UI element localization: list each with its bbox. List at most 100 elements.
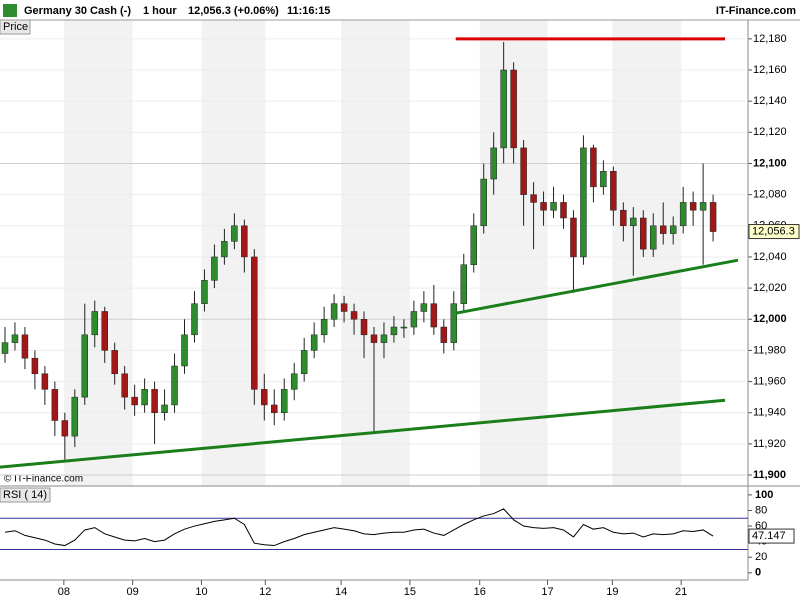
instrument: Germany 30 Cash (-) xyxy=(24,5,131,17)
candle-body xyxy=(630,217,637,227)
day-band xyxy=(341,20,410,486)
candle-body xyxy=(101,311,108,351)
candle-body xyxy=(390,326,398,336)
candle-body xyxy=(430,303,438,328)
y-tick-label: 11,980 xyxy=(753,344,786,356)
candle-body xyxy=(659,225,667,234)
x-tick-label: 14 xyxy=(335,586,347,598)
candle-body xyxy=(271,404,278,413)
trend-line xyxy=(0,398,726,469)
y-tick-label: 0 xyxy=(755,567,761,579)
candle-body xyxy=(669,225,677,234)
copyright: © IT-Finance.com xyxy=(4,474,83,485)
candle-body xyxy=(400,326,408,329)
candle-body xyxy=(699,202,707,211)
candle-body xyxy=(191,303,198,336)
x-tick-label: 08 xyxy=(58,586,70,598)
candle-body xyxy=(640,217,647,250)
y-tick-label: 11,960 xyxy=(753,375,786,387)
candle-body xyxy=(480,178,487,227)
y-tick-label: 12,140 xyxy=(753,95,787,107)
day-band xyxy=(201,20,266,486)
candle-body xyxy=(61,420,69,437)
x-tick-label: 10 xyxy=(195,586,207,598)
candle-body xyxy=(51,389,59,421)
candle-body xyxy=(251,256,258,390)
y-tick-label: 80 xyxy=(755,504,767,516)
rsi-tab[interactable] xyxy=(0,487,51,503)
x-tick-label: 12 xyxy=(259,586,271,598)
candle-body xyxy=(31,357,39,375)
candle-body xyxy=(550,202,557,211)
day-band xyxy=(612,20,682,486)
price-tab[interactable] xyxy=(0,19,31,35)
candle-body xyxy=(1,342,9,354)
candle-body xyxy=(221,241,228,258)
y-tick-label: 12,000 xyxy=(753,313,787,325)
candle-body xyxy=(590,147,597,188)
x-tick-label: 21 xyxy=(675,586,687,598)
trend-line xyxy=(455,258,739,315)
brand: IT-Finance.com xyxy=(716,5,796,17)
quote: 12,056.3 (+0.06%) xyxy=(188,5,279,17)
candle-body xyxy=(650,225,657,250)
last-price-label: 12,056.3 xyxy=(752,225,795,237)
price-tab-label: Price xyxy=(3,21,28,33)
candle-body xyxy=(500,69,507,149)
y-tick-label: 20 xyxy=(755,551,767,563)
candle-body xyxy=(440,326,448,343)
x-tick-label: 15 xyxy=(404,586,416,598)
y-tick-label: 12,040 xyxy=(753,251,787,263)
candle-body xyxy=(410,311,418,328)
candle-body xyxy=(231,225,238,242)
candle-body xyxy=(490,147,497,180)
candle-body xyxy=(470,225,477,265)
candle-body xyxy=(560,202,567,219)
candle-body xyxy=(171,365,178,406)
candle-body xyxy=(570,217,577,258)
y-tick-label: 12,080 xyxy=(753,189,787,201)
candle-body xyxy=(450,303,458,343)
x-tick-label: 17 xyxy=(541,586,553,598)
candle-body xyxy=(131,396,138,406)
y-tick-label: 12,160 xyxy=(753,64,787,76)
timeframe: 1 hour xyxy=(143,5,177,17)
rsi-title: RSI ( 14) xyxy=(3,489,47,501)
y-tick-label: 12,120 xyxy=(753,126,787,138)
x-tick-label: 09 xyxy=(127,586,139,598)
candle-body xyxy=(540,202,547,211)
y-tick-label: 11,940 xyxy=(753,407,786,419)
candle-body xyxy=(280,389,288,413)
header-bar xyxy=(0,0,800,20)
y-tick-label: 12,180 xyxy=(753,33,787,45)
candle-body xyxy=(620,209,627,227)
candle-body xyxy=(510,69,517,149)
candle-body xyxy=(161,404,168,413)
candle-body xyxy=(370,334,378,343)
candle-body xyxy=(151,389,158,413)
candle-body xyxy=(340,303,348,312)
candle-body xyxy=(241,225,248,258)
logo-icon xyxy=(3,4,17,17)
candle-body xyxy=(330,303,338,320)
candle-body xyxy=(600,171,607,188)
candle-body xyxy=(111,350,118,375)
candle-body xyxy=(300,350,308,375)
y-tick-label: 100 xyxy=(755,489,773,501)
candle-body xyxy=(610,171,617,211)
candle-body xyxy=(460,264,468,304)
candle-body xyxy=(261,389,268,406)
y-tick-label: 12,020 xyxy=(753,282,787,294)
candle-body xyxy=(121,373,128,398)
x-tick-label: 16 xyxy=(474,586,486,598)
candle-body xyxy=(310,334,318,351)
y-tick-label: 12,100 xyxy=(753,157,787,169)
candle-body xyxy=(11,334,19,343)
time: 11:16:15 xyxy=(287,5,330,17)
last-price-box xyxy=(748,224,800,240)
candle-body xyxy=(320,319,328,336)
candle-body xyxy=(580,147,587,258)
candle-body xyxy=(41,373,49,390)
